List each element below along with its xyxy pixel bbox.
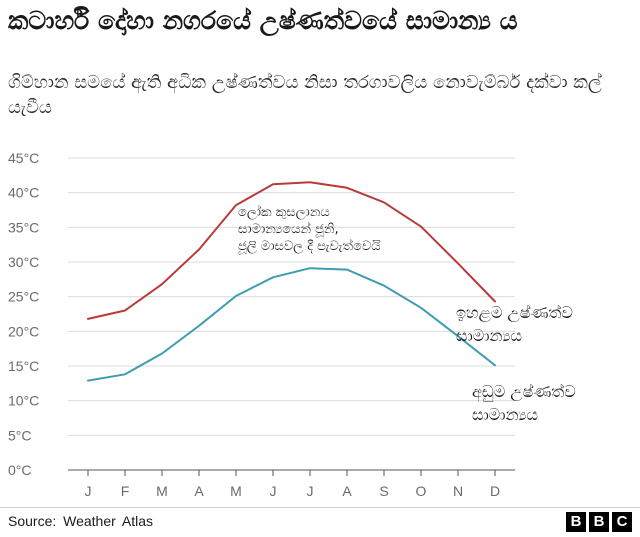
- low-temperature-line: [87, 267, 496, 382]
- y-tick-label-0: 0°C: [8, 462, 32, 478]
- chart-title: කටාර්හි දෝහා නගරයේ උෂ්ණත්වයේ සාමාන්‍ය ය: [8, 6, 518, 35]
- x-tick-label-8: S: [379, 483, 388, 499]
- bbc-logo: B B C: [566, 512, 632, 532]
- low-temperature-label-line-1: සාමාන්‍යය: [472, 405, 538, 424]
- x-tick-label-10: N: [453, 483, 463, 499]
- y-tick-label-40: 40°C: [8, 185, 39, 201]
- x-tick-label-9: O: [416, 483, 427, 499]
- y-tick-label-5: 5°C: [8, 427, 32, 443]
- y-tick-label-35: 35°C: [8, 219, 39, 235]
- high-temperature-label-line-1: සාමාන්‍යය: [456, 326, 522, 345]
- high-temperature-line: [87, 181, 496, 320]
- x-tick-label-11: D: [490, 483, 500, 499]
- x-tick-label-5: J: [270, 483, 277, 499]
- high-temperature-label-line-0: ඉහළම උෂ්ණත්ව: [456, 303, 573, 323]
- annotation-line-0: ලෝක කුසලානය: [238, 204, 330, 220]
- annotation-line-1: සාමාන්‍යයෙන් ජූනි,: [238, 221, 339, 237]
- y-tick-label-10: 10°C: [8, 393, 39, 409]
- x-tick-label-4: M: [230, 483, 242, 499]
- footer-divider: [0, 507, 640, 508]
- x-tick-label-1: F: [121, 483, 130, 499]
- logo-letter-b2: B: [589, 512, 609, 532]
- x-tick-label-0: J: [85, 483, 92, 499]
- source-credit: Source: Weather Atlas: [8, 513, 154, 529]
- x-tick-label-6: J: [307, 483, 314, 499]
- x-tick-label-3: A: [194, 483, 204, 499]
- logo-letter-c: C: [612, 512, 632, 532]
- annotation-line-2: ජූලි මාසවල දී පැවැත්වෙයි: [238, 238, 381, 254]
- y-tick-label-45: 45°C: [8, 150, 39, 166]
- x-tick-label-2: M: [156, 483, 168, 499]
- y-tick-label-30: 30°C: [8, 254, 39, 270]
- logo-letter-b1: B: [566, 512, 586, 532]
- y-tick-label-15: 15°C: [8, 358, 39, 374]
- low-temperature-label-line-0: අඩුම උෂ්ණත්ව: [472, 382, 576, 402]
- y-tick-label-20: 20°C: [8, 323, 39, 339]
- x-tick-label-7: A: [342, 483, 352, 499]
- y-tick-label-25: 25°C: [8, 289, 39, 305]
- chart-subtitle: ගිම්හාන සමයේ ඇති අධික උෂ්ණත්වය නිසා තරගා…: [8, 72, 602, 118]
